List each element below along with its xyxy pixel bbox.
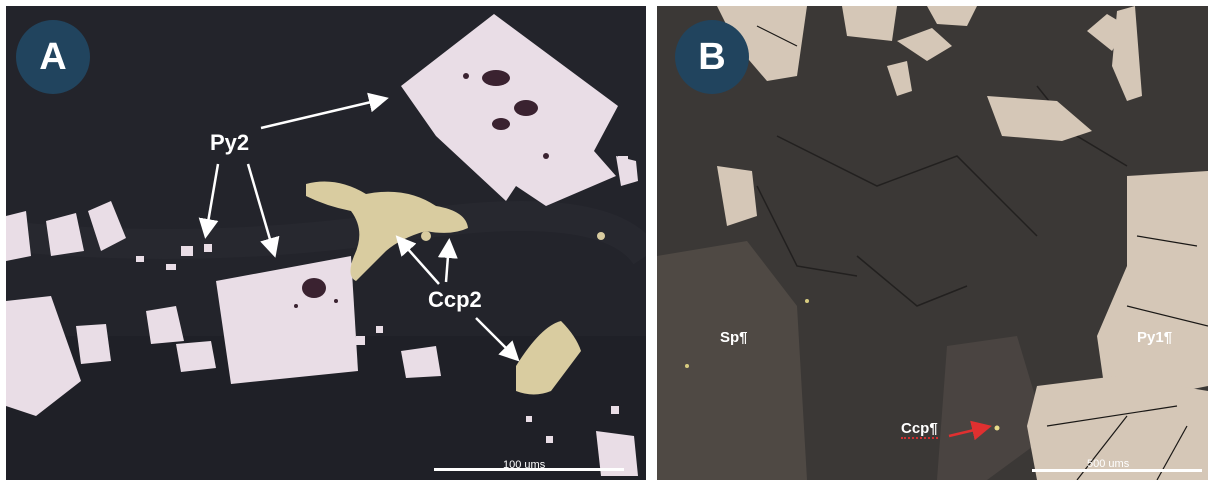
panel-label-badge: A xyxy=(16,20,90,94)
ccp2-label: Ccp2 xyxy=(428,287,482,312)
annotation-arrows-a xyxy=(198,92,520,362)
pyrite-grain-center xyxy=(216,256,358,384)
chalcopyrite-grains xyxy=(306,181,605,395)
py2-label: Py2 xyxy=(210,130,250,155)
panel-label-text: B xyxy=(698,35,726,78)
scale-bar-label: 500 ums xyxy=(1087,458,1130,470)
micrograph-b-image xyxy=(657,6,1208,480)
scale-bar-label: 100 ums xyxy=(503,459,546,471)
panel-label-badge: B xyxy=(675,20,749,94)
scale-bar xyxy=(434,468,624,471)
sp-label: Sp¶ xyxy=(720,329,748,346)
panel-b-micrograph: B Sp¶ Py1¶ Ccp¶ 500 ums xyxy=(657,6,1208,480)
scale-bar xyxy=(1032,469,1202,472)
micrograph-a-image xyxy=(6,6,646,480)
panel-label-text: A xyxy=(39,35,67,78)
panel-a-micrograph: A Py2 Ccp2 100 ums xyxy=(6,6,646,480)
pyrite-grain-top-right xyxy=(401,14,618,206)
py1-label: Py1¶ xyxy=(1137,329,1173,346)
ccp-pointer-arrow xyxy=(948,420,992,441)
ccp-label: Ccp¶ xyxy=(901,420,938,439)
